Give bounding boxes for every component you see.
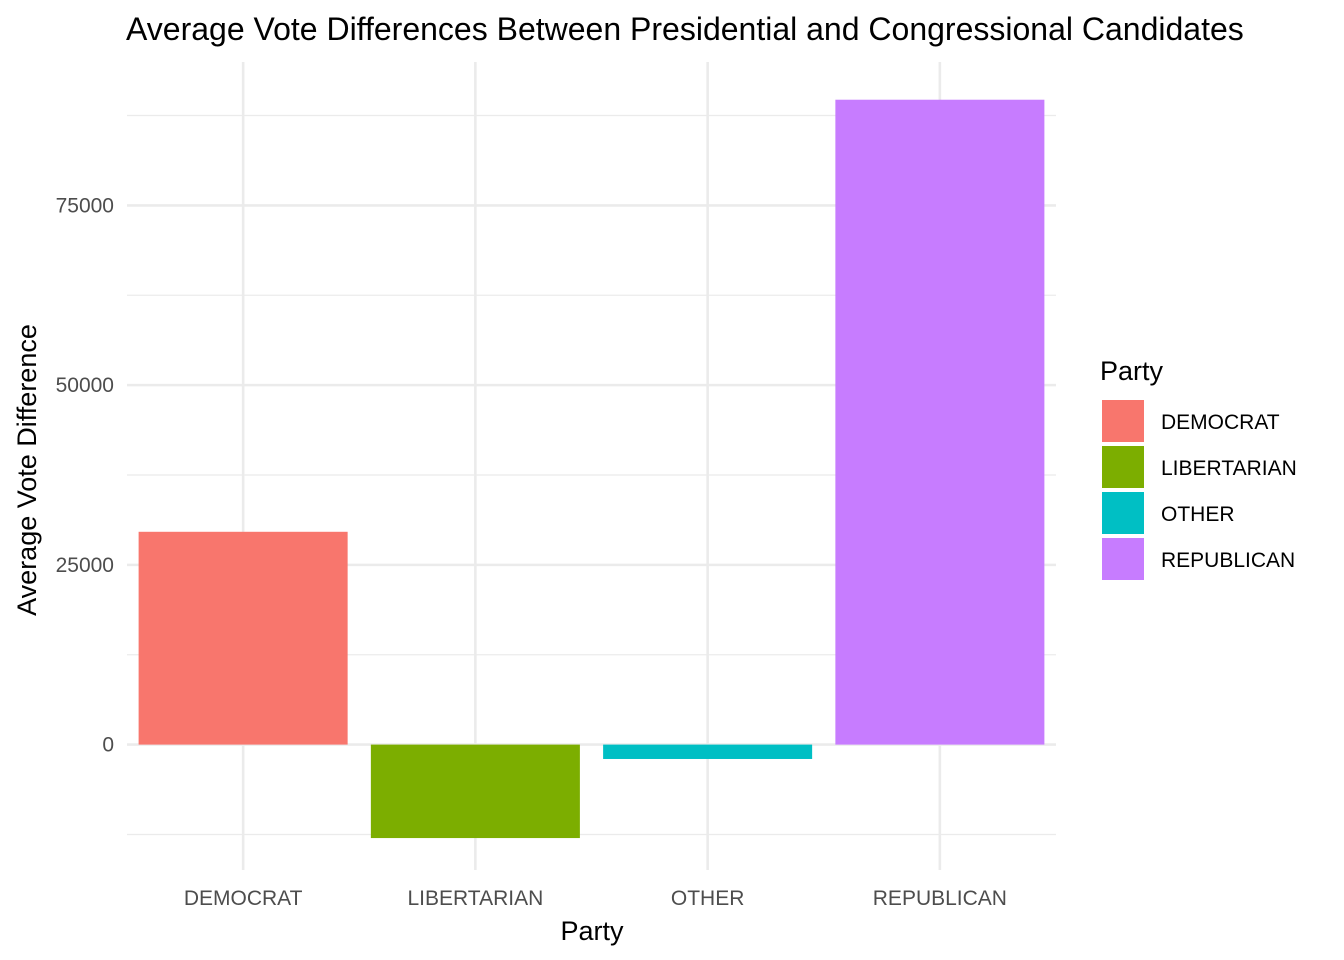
y-tick-label: 0 xyxy=(102,734,114,757)
legend-swatch xyxy=(1102,492,1144,534)
legend-label: OTHER xyxy=(1161,503,1235,526)
chart-title: Average Vote Differences Between Preside… xyxy=(126,11,1244,47)
x-tick-label: LIBERTARIAN xyxy=(407,887,543,910)
bar-republican xyxy=(835,99,1045,745)
legend-swatch xyxy=(1102,400,1144,442)
legend-label: DEMOCRAT xyxy=(1161,411,1280,434)
legend-label: REPUBLICAN xyxy=(1161,549,1295,572)
x-tick-label: OTHER xyxy=(671,887,745,910)
legend-swatch xyxy=(1102,446,1144,488)
legend: Party DEMOCRAT LIBERTARIAN OTHER REPUBLICAN xyxy=(1100,356,1297,580)
y-axis-title: Average Vote Difference xyxy=(12,324,42,616)
bar-democrat xyxy=(138,531,348,745)
y-tick-label: 25000 xyxy=(56,554,114,577)
legend-swatch xyxy=(1102,538,1144,580)
y-tick-label: 50000 xyxy=(56,374,114,397)
legend-title: Party xyxy=(1100,356,1164,386)
legend-label: LIBERTARIAN xyxy=(1161,457,1297,480)
x-tick-label: DEMOCRAT xyxy=(184,887,303,910)
bars xyxy=(138,99,1045,839)
y-axis-ticks: 0 25000 50000 75000 xyxy=(56,194,114,756)
x-tick-label: REPUBLICAN xyxy=(873,887,1007,910)
legend-items: DEMOCRAT LIBERTARIAN OTHER REPUBLICAN xyxy=(1102,400,1297,580)
x-axis-title: Party xyxy=(560,916,624,946)
bar-libertarian xyxy=(370,744,580,839)
bar-other xyxy=(603,744,813,759)
y-tick-label: 75000 xyxy=(56,194,114,217)
x-axis-ticks: DEMOCRAT LIBERTARIAN OTHER REPUBLICAN xyxy=(184,887,1007,910)
